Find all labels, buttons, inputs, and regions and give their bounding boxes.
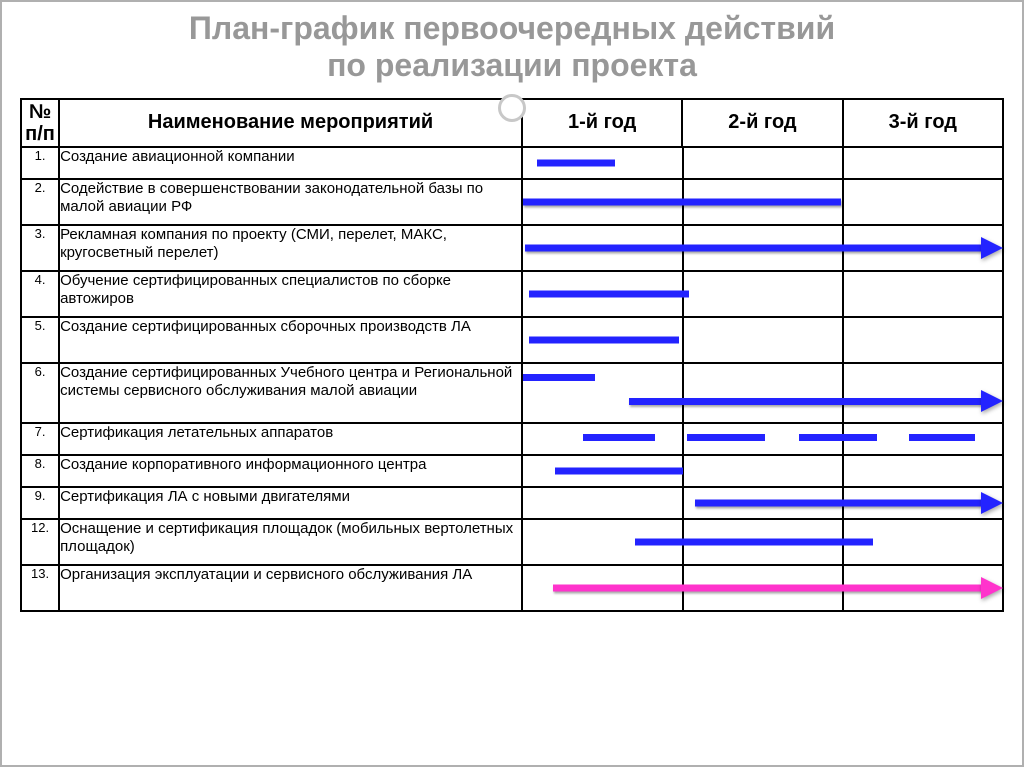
row-number: 9.: [21, 487, 59, 519]
row-timeline: [522, 225, 1003, 271]
row-name: Создание сертифицированных сборочных про…: [59, 317, 522, 363]
gantt-container: № п/п Наименование мероприятий 1-й год 2…: [20, 98, 1004, 612]
gantt-bar: [553, 584, 983, 591]
gantt-bar: [523, 374, 595, 381]
row-number: 1.: [21, 147, 59, 179]
row-number: 4.: [21, 271, 59, 317]
row-name: Создание корпоративного информационного …: [59, 455, 522, 487]
decorative-circle-icon: [498, 94, 526, 122]
row-number: 6.: [21, 363, 59, 423]
table-row: 7.Сертификация летательных аппаратов: [21, 423, 1003, 455]
gantt-bar-segment: [799, 434, 877, 441]
gantt-bar: [525, 244, 983, 251]
row-timeline: [522, 487, 1003, 519]
gantt-table: № п/п Наименование мероприятий 1-й год 2…: [20, 98, 1004, 612]
row-name: Рекламная компания по проекту (СМИ, пере…: [59, 225, 522, 271]
row-number: 5.: [21, 317, 59, 363]
gantt-bar-segment: [687, 434, 765, 441]
gantt-bar: [695, 499, 983, 506]
row-number: 7.: [21, 423, 59, 455]
title-line-1: План-график первоочередных действий: [189, 10, 835, 46]
gantt-bar: [555, 467, 683, 474]
gantt-bar: [629, 398, 983, 405]
table-row: 6.Создание сертифицированных Учебного це…: [21, 363, 1003, 423]
gantt-body: 1.Создание авиационной компании2. Содейс…: [21, 147, 1003, 611]
row-name: Организация эксплуатации и сервисного об…: [59, 565, 522, 611]
row-name: Содействие в совершенствовании законодат…: [59, 179, 522, 225]
row-name: Обучение сертифицированных специалистов …: [59, 271, 522, 317]
row-name: Оснащение и сертификация площадок (мобил…: [59, 519, 522, 565]
table-row: 2. Содействие в совершенствовании законо…: [21, 179, 1003, 225]
row-name: Сертификация ЛА с новыми двигателями: [59, 487, 522, 519]
gantt-bar: [523, 198, 841, 205]
gantt-bar: [529, 336, 679, 343]
row-timeline: [522, 271, 1003, 317]
row-timeline: [522, 519, 1003, 565]
row-number: 13.: [21, 565, 59, 611]
row-number: 2.: [21, 179, 59, 225]
row-timeline: [522, 565, 1003, 611]
table-row: 3.Рекламная компания по проекту (СМИ, пе…: [21, 225, 1003, 271]
header-year-1: 1-й год: [522, 99, 682, 147]
header-year-3: 3-й год: [843, 99, 1003, 147]
arrow-head-icon: [981, 390, 1003, 412]
slide-title: План-график первоочередных действий по р…: [2, 2, 1022, 88]
arrow-head-icon: [981, 492, 1003, 514]
table-row: 8.Создание корпоративного информационног…: [21, 455, 1003, 487]
slide-frame: План-график первоочередных действий по р…: [0, 0, 1024, 767]
gantt-bar: [635, 538, 873, 545]
gantt-bar-segment: [583, 434, 655, 441]
row-timeline: [522, 363, 1003, 423]
row-name: Сертификация летательных аппаратов: [59, 423, 522, 455]
arrow-head-icon: [981, 577, 1003, 599]
table-row: 13.Организация эксплуатации и сервисного…: [21, 565, 1003, 611]
header-name: Наименование мероприятий: [59, 99, 522, 147]
row-number: 12.: [21, 519, 59, 565]
row-timeline: [522, 147, 1003, 179]
row-timeline: [522, 423, 1003, 455]
gantt-bar: [537, 159, 615, 166]
row-number: 8.: [21, 455, 59, 487]
row-name: Создание авиационной компании: [59, 147, 522, 179]
table-row: 5.Создание сертифицированных сборочных п…: [21, 317, 1003, 363]
header-num: № п/п: [21, 99, 59, 147]
header-year-2: 2-й год: [682, 99, 842, 147]
gantt-bar-segment: [909, 434, 975, 441]
gantt-bar: [529, 290, 689, 297]
row-timeline: [522, 179, 1003, 225]
row-name: Создание сертифицированных Учебного цент…: [59, 363, 522, 423]
table-row: 12.Оснащение и сертификация площадок (мо…: [21, 519, 1003, 565]
table-row: 9.Сертификация ЛА с новыми двигателями: [21, 487, 1003, 519]
table-row: 4.Обучение сертифицированных специалисто…: [21, 271, 1003, 317]
row-timeline: [522, 455, 1003, 487]
row-timeline: [522, 317, 1003, 363]
row-number: 3.: [21, 225, 59, 271]
title-line-2: по реализации проекта: [327, 47, 697, 83]
arrow-head-icon: [981, 237, 1003, 259]
table-row: 1.Создание авиационной компании: [21, 147, 1003, 179]
